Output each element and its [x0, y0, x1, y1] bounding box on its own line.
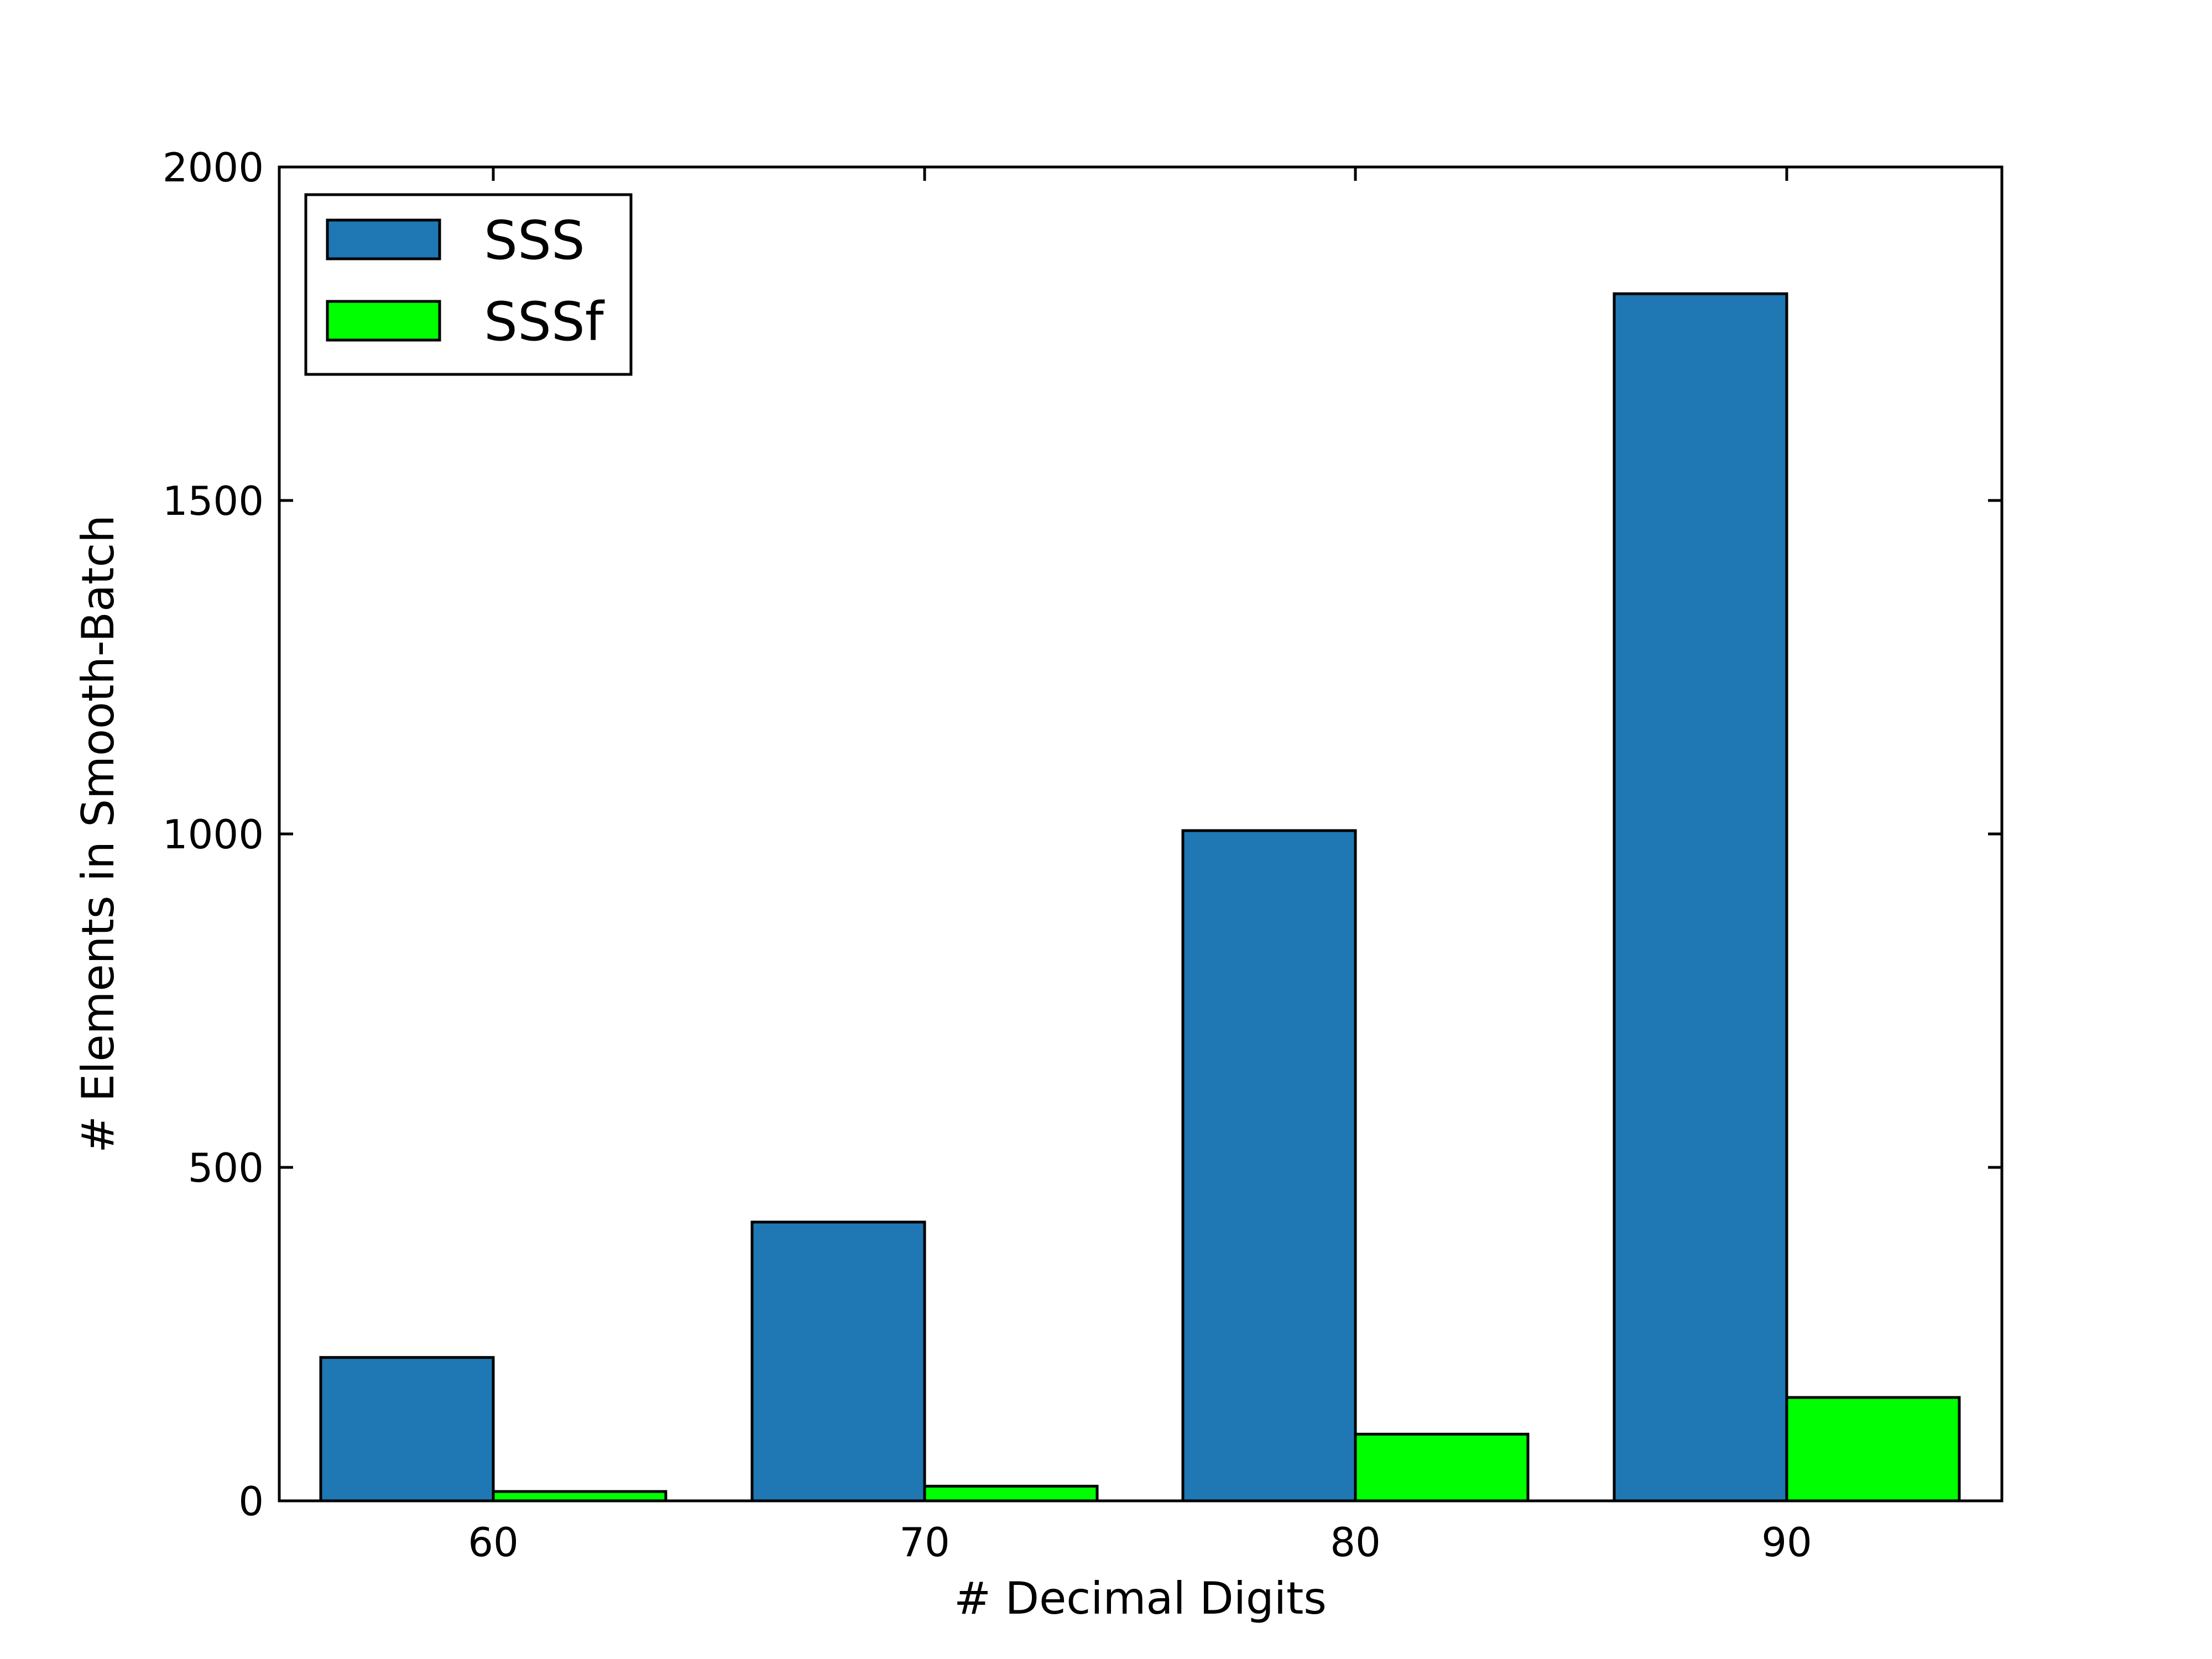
y-tick-label-0: 0 — [238, 1478, 264, 1525]
bar-sss-70 — [750, 1220, 926, 1503]
bars-group — [319, 292, 1961, 1503]
x-axis-label: # Decimal Digits — [954, 1573, 1327, 1624]
plot-frame — [278, 165, 2004, 1503]
bar-sss-80 — [1181, 829, 1357, 1503]
x-tick-label-70: 70 — [899, 1519, 950, 1566]
bar-sssf-60 — [492, 1490, 667, 1503]
x-tick-label-80: 80 — [1330, 1519, 1381, 1566]
y-tick-label-1000: 1000 — [163, 811, 264, 858]
legend-label-sssf: SSSf — [484, 291, 605, 353]
x-tick-label-90: 90 — [1761, 1519, 1812, 1566]
y-tick-label-1500: 1500 — [163, 478, 264, 524]
y-tick-label-2000: 2000 — [163, 144, 264, 191]
x-tick-label-60: 60 — [468, 1519, 519, 1566]
x-tick-labels: 60 70 80 90 — [468, 1519, 1812, 1566]
y-tick-label-500: 500 — [188, 1145, 264, 1191]
y-axis-label: # Elements in Smooth-Batch — [72, 515, 124, 1153]
legend-label-sss: SSS — [484, 210, 585, 272]
y-tick-labels: 0 500 1000 1500 2000 — [163, 144, 264, 1525]
bar-sssf-90 — [1785, 1396, 1961, 1503]
bar-sssf-70 — [923, 1484, 1099, 1503]
bar-sss-60 — [319, 1356, 495, 1503]
bar-sssf-80 — [1354, 1432, 1530, 1503]
legend-swatch-sss — [326, 218, 441, 260]
bar-sss-90 — [1613, 292, 1788, 1503]
legend-swatch-sssf — [326, 300, 441, 342]
legend: SSS SSSf — [304, 193, 633, 376]
